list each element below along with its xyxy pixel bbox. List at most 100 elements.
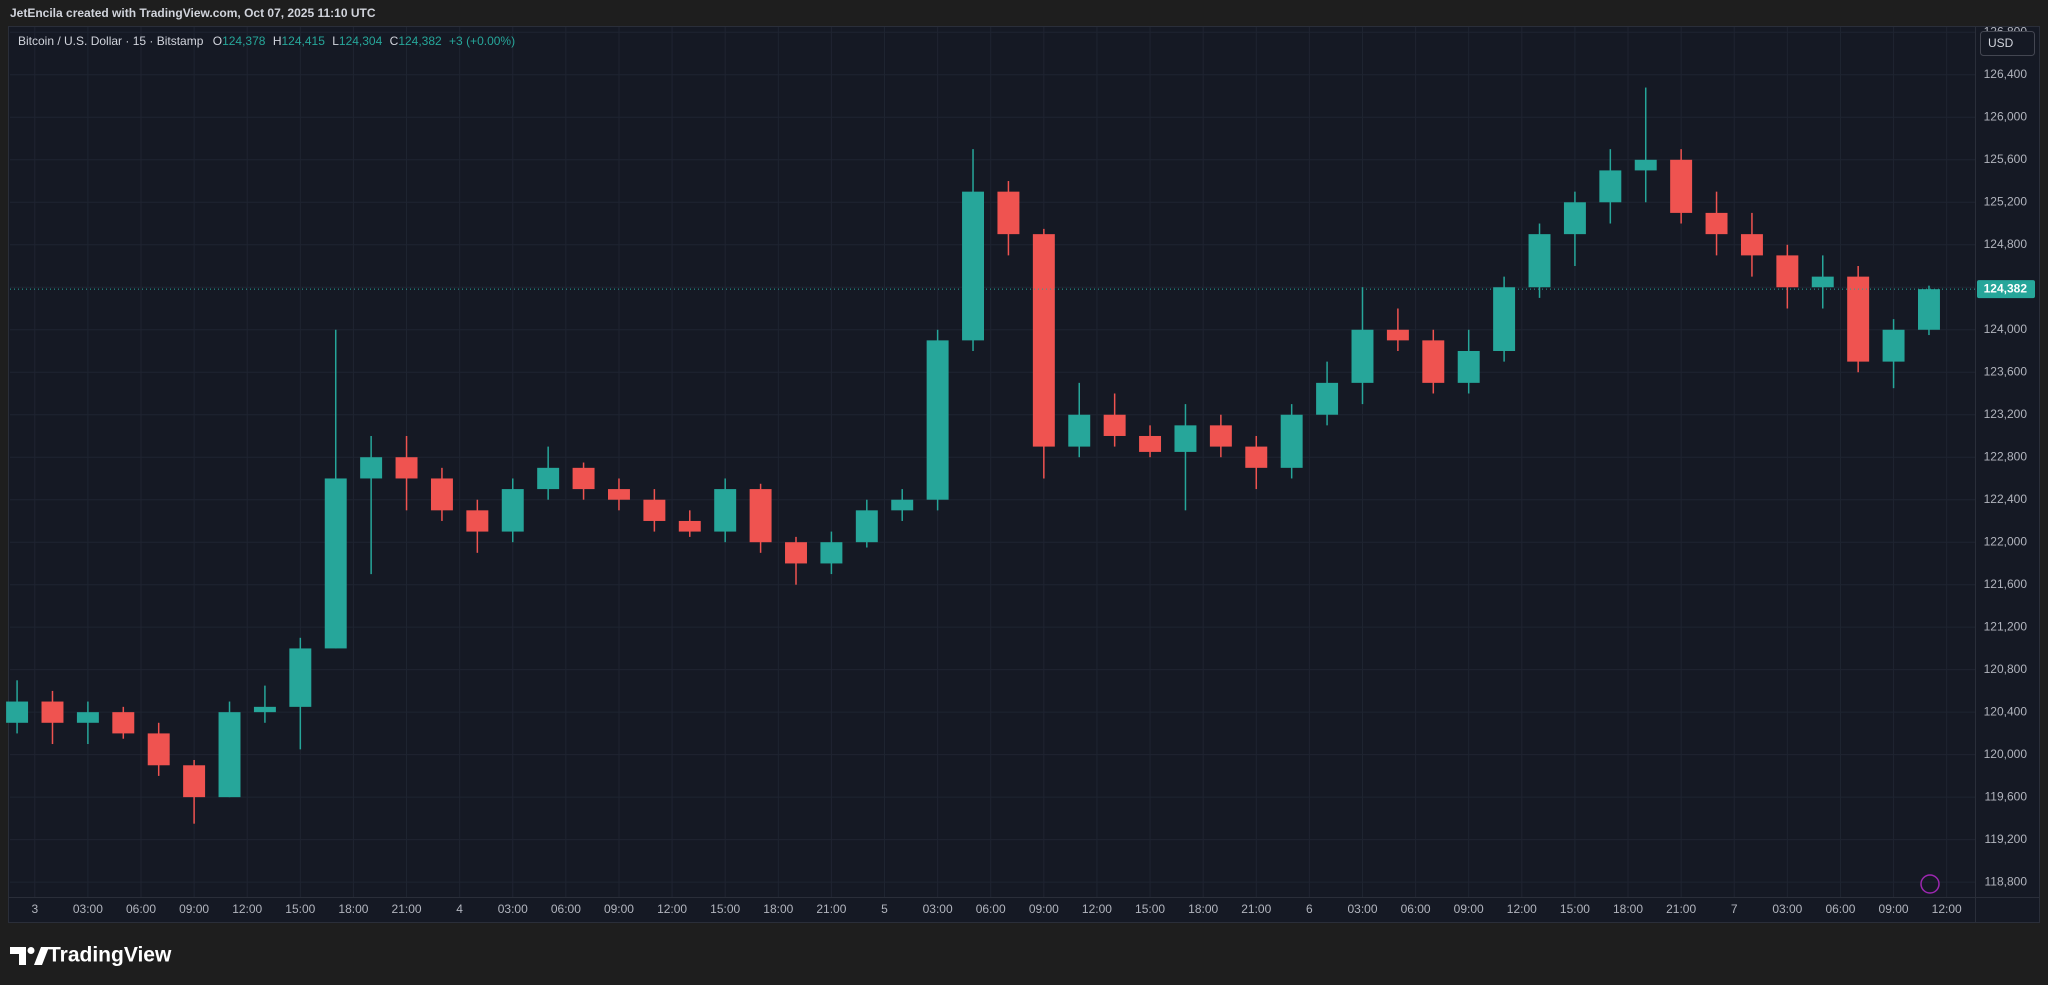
y-tick-label: 121,600 xyxy=(1984,577,2028,591)
candle-body xyxy=(218,712,241,798)
candle-body xyxy=(1068,414,1091,447)
x-tick-label: 09:00 xyxy=(1454,902,1484,916)
candle-body xyxy=(466,510,489,532)
symbol-legend: Bitcoin / U.S. Dollar · 15 · Bitstamp O1… xyxy=(18,34,515,48)
y-tick-label: 119,600 xyxy=(1985,789,2028,803)
x-tick-label: 03:00 xyxy=(498,902,528,916)
candle-body xyxy=(501,489,524,532)
y-tick-label: 120,800 xyxy=(1984,662,2028,676)
candle-body xyxy=(112,712,135,734)
candle-body xyxy=(324,478,347,649)
candle-body xyxy=(1245,446,1268,468)
candle-body xyxy=(147,733,170,766)
y-tick-label: 121,200 xyxy=(1984,619,2028,633)
candle-body xyxy=(1457,350,1480,383)
candle-body xyxy=(891,499,914,511)
candle-body xyxy=(1174,425,1197,452)
candle-body xyxy=(1563,202,1586,235)
x-tick-label: 7 xyxy=(1731,902,1738,916)
candle-body xyxy=(1493,287,1516,351)
x-tick-label: 12:00 xyxy=(1082,902,1112,916)
candle-body xyxy=(855,510,878,543)
ohlc-value: 124,382 xyxy=(398,34,442,48)
x-tick-label: 12:00 xyxy=(232,902,262,916)
candle-body xyxy=(572,467,595,490)
x-tick-label: 03:00 xyxy=(73,902,103,916)
x-tick-label: 15:00 xyxy=(710,902,740,916)
change: +3 (+0.00%) xyxy=(449,34,515,48)
x-tick-label: 12:00 xyxy=(657,902,687,916)
x-tick-label: 03:00 xyxy=(923,902,953,916)
candle-body xyxy=(1032,234,1055,447)
x-tick-label: 18:00 xyxy=(1613,902,1643,916)
x-tick-label: 09:00 xyxy=(1879,902,1909,916)
candle-body xyxy=(6,701,29,723)
candle-body xyxy=(607,489,630,500)
x-tick-label: 15:00 xyxy=(285,902,315,916)
ohlc-value: 124,378 xyxy=(222,34,266,48)
candle-body xyxy=(1705,212,1728,235)
logo-shape xyxy=(10,947,26,965)
ohlc-value: 124,304 xyxy=(339,34,383,48)
ohlc-value: 124,415 xyxy=(281,34,325,48)
candle-body xyxy=(1740,234,1763,256)
y-tick-label: 124,800 xyxy=(1984,237,2028,251)
candle-body xyxy=(1634,159,1657,171)
y-tick-label: 124,000 xyxy=(1984,322,2028,336)
y-tick-label: 125,600 xyxy=(1984,152,2028,166)
candles xyxy=(6,87,1975,824)
x-tick-label: 06:00 xyxy=(976,902,1006,916)
assistant-icon[interactable] xyxy=(1920,874,1940,894)
candle-body xyxy=(1917,289,1940,330)
y-tick-label: 122,400 xyxy=(1984,492,2028,506)
candle-body xyxy=(289,648,312,707)
candle-body xyxy=(183,765,206,798)
candle-body xyxy=(1847,276,1870,362)
candle-body xyxy=(1386,329,1409,341)
axes: 118,800 119,200 119,600 120,000 120,400 120,8… xyxy=(31,24,2035,916)
x-tick-label: 3 xyxy=(31,902,38,916)
x-tick-label: 15:00 xyxy=(1560,902,1590,916)
x-tick-label: 09:00 xyxy=(179,902,209,916)
candle-body xyxy=(1422,340,1445,383)
candle-body xyxy=(1670,159,1693,213)
candle-body xyxy=(962,191,985,341)
x-tick-label: 5 xyxy=(881,902,888,916)
x-tick-label: 06:00 xyxy=(1825,902,1855,916)
x-tick-label: 06:00 xyxy=(551,902,581,916)
candle-body xyxy=(997,191,1020,235)
x-tick-label: 18:00 xyxy=(1188,902,1218,916)
y-tick-label: 123,200 xyxy=(1984,407,2028,421)
x-tick-label: 21:00 xyxy=(816,902,846,916)
x-tick-label: 03:00 xyxy=(1347,902,1377,916)
candle-body xyxy=(76,712,99,723)
candle-body xyxy=(1528,234,1551,288)
brand: TradingView xyxy=(48,944,172,967)
candle-body xyxy=(1139,435,1162,452)
candle-body xyxy=(643,499,666,521)
y-tick-label: 120,000 xyxy=(1984,747,2028,761)
chart-panel xyxy=(8,26,2040,923)
candle-body xyxy=(537,467,560,490)
candle-body xyxy=(1811,276,1834,288)
last-price-tag xyxy=(1977,280,2035,299)
candle-body xyxy=(1103,414,1126,436)
x-tick-label: 21:00 xyxy=(1241,902,1271,916)
x-tick-label: 12:00 xyxy=(1507,902,1537,916)
x-tick-label: 4 xyxy=(456,902,463,916)
x-tick-label: 21:00 xyxy=(392,902,422,916)
currency-button[interactable] xyxy=(1980,31,2035,56)
currency: USD xyxy=(1988,36,2014,50)
candle-body xyxy=(820,542,843,564)
candle-body xyxy=(1209,425,1232,447)
candle-body xyxy=(41,701,64,723)
y-tick-label: 119,200 xyxy=(1985,832,2028,846)
x-tick-label: 09:00 xyxy=(604,902,634,916)
ohlc-key: C xyxy=(390,34,399,48)
candle-body xyxy=(1316,382,1339,415)
x-tick-label: 12:00 xyxy=(1932,902,1962,916)
candle-body xyxy=(1599,170,1622,203)
candle-body xyxy=(1280,414,1303,468)
y-tick-label: 120,400 xyxy=(1984,704,2028,718)
